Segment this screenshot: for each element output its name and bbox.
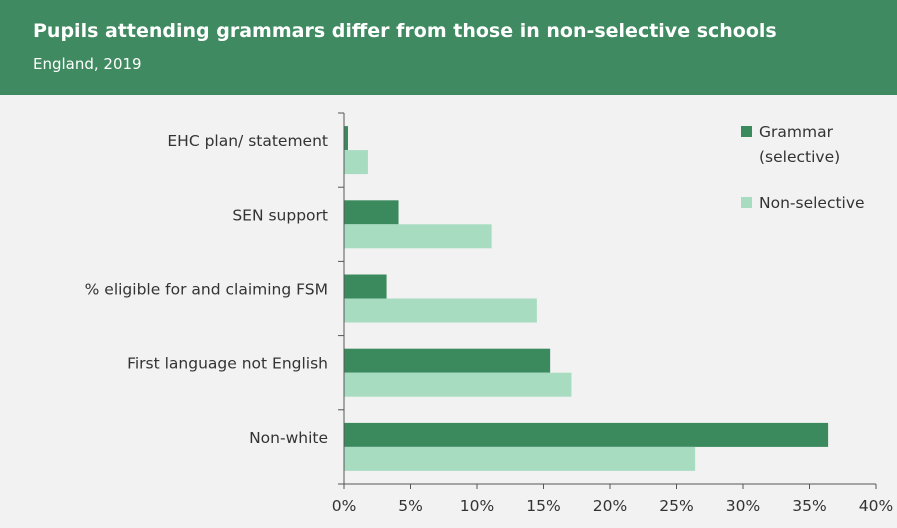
bar-grammar-0	[344, 126, 348, 151]
x-tick-label: 35%	[792, 497, 826, 515]
bar-grammar-3	[344, 348, 551, 373]
bar-grammar-4	[344, 422, 829, 447]
bar-non-selective-3	[344, 372, 572, 397]
category-label: SEN support	[232, 206, 328, 224]
bar-non-selective-1	[344, 224, 492, 249]
chart-title: Pupils attending grammars differ from th…	[33, 20, 777, 42]
legend: Grammar (selective) Non-selective	[741, 123, 865, 212]
legend-label: Non-selective	[759, 194, 865, 212]
category-label: % eligible for and claiming FSM	[85, 281, 328, 299]
chart-subtitle: England, 2019	[33, 55, 142, 73]
category-label: EHC plan/ statement	[167, 132, 328, 150]
x-tick-label: 15%	[526, 497, 560, 515]
bar-non-selective-2	[344, 298, 537, 323]
legend-swatch-non-selective	[741, 197, 752, 208]
x-tick-label: 25%	[659, 497, 693, 515]
bar-grammar-1	[344, 200, 399, 225]
x-tick-label: 30%	[726, 497, 760, 515]
legend-label: Grammar	[759, 123, 834, 141]
bar-non-selective-4	[344, 446, 696, 471]
axis-layer: EHC plan/ statement SEN support % eligible…	[85, 112, 893, 515]
x-tick-label: 10%	[460, 497, 494, 515]
bar-non-selective-0	[344, 150, 368, 175]
bar-grammar-2	[344, 274, 387, 299]
category-label: First language not English	[127, 355, 328, 373]
legend-swatch-grammar	[741, 126, 752, 137]
legend-label: (selective)	[759, 148, 840, 166]
bars-layer	[344, 126, 829, 471]
x-tick-label: 20%	[593, 497, 627, 515]
chart-header: Pupils attending grammars differ from th…	[0, 0, 897, 95]
x-tick-label: 5%	[398, 497, 423, 515]
category-label: Non-white	[249, 429, 328, 447]
x-tick-label: 40%	[859, 497, 893, 515]
x-tick-label: 0%	[332, 497, 357, 515]
bar-chart: EHC plan/ statement SEN support % eligible…	[85, 112, 893, 515]
